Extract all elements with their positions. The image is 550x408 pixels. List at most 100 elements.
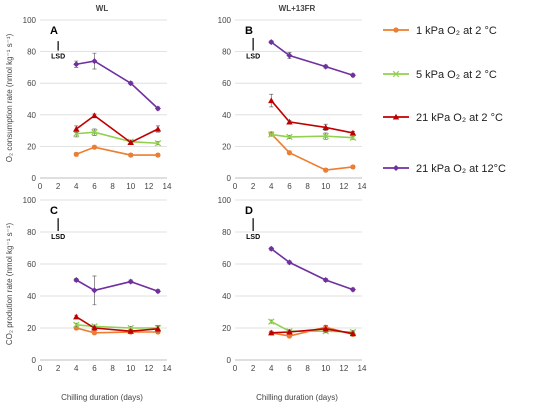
data-point xyxy=(286,333,293,339)
x-tick-label: 14 xyxy=(163,364,172,373)
series-3 xyxy=(268,93,357,136)
y-tick-label: 60 xyxy=(222,79,231,88)
data-point xyxy=(350,164,356,170)
data-point xyxy=(91,330,98,336)
x-tick-label: 0 xyxy=(38,182,43,191)
legend-item-2: 5 kPa O₂ at 2 °C xyxy=(383,69,497,81)
legend: 1 kPa O₂ at 2 °C 5 kPa O₂ at 2 °C 21 kPa O… xyxy=(383,25,506,175)
data-point xyxy=(154,125,162,132)
data-point xyxy=(286,150,293,156)
x-tick-label: 12 xyxy=(339,364,348,373)
x-tick-label: 14 xyxy=(358,364,367,373)
y-tick-label: 100 xyxy=(23,16,37,25)
data-point xyxy=(155,152,161,158)
x-tick-label: 6 xyxy=(287,364,292,373)
data-point xyxy=(91,324,98,331)
series-line xyxy=(270,41,354,77)
data-point xyxy=(73,321,80,329)
y-tick-label: 100 xyxy=(23,196,37,205)
y-axis-label-top: O₂ consumption rate (nmol kg⁻¹ s⁻¹) xyxy=(5,33,14,162)
x-axis-label-left: Chilling duration (days) xyxy=(61,393,143,402)
series-line xyxy=(75,114,159,144)
y-tick-label: 40 xyxy=(27,111,36,120)
legend-label: 1 kPa O₂ at 2 °C xyxy=(416,25,497,37)
x-tick-label: 6 xyxy=(92,182,97,191)
data-point xyxy=(268,329,275,336)
lsd-label: LSD xyxy=(51,234,65,241)
series-line xyxy=(75,279,159,292)
x-tick-label: 6 xyxy=(287,182,292,191)
y-tick-label: 80 xyxy=(27,228,36,237)
x-tick-label: 0 xyxy=(38,364,43,373)
y-tick-label: 100 xyxy=(218,16,232,25)
legend-item-1: 1 kPa O₂ at 2 °C xyxy=(383,25,497,37)
data-point xyxy=(73,313,80,320)
series-line xyxy=(270,100,354,134)
series-line xyxy=(271,133,353,139)
series-4 xyxy=(73,275,161,306)
x-tick-label: 10 xyxy=(126,182,135,191)
data-point xyxy=(91,58,98,65)
x-tick-label: 12 xyxy=(339,182,348,191)
series-4 xyxy=(73,52,161,112)
data-point xyxy=(73,277,80,283)
data-point xyxy=(91,287,98,294)
data-point xyxy=(91,144,98,150)
x-tick-label: 10 xyxy=(126,364,135,373)
x-tick-label: 4 xyxy=(74,182,79,191)
series-line xyxy=(76,324,158,329)
data-point xyxy=(286,133,293,141)
legend-label: 21 kPa O₂ at 12°C xyxy=(416,163,506,175)
y-tick-label: 0 xyxy=(227,174,232,183)
x-tick-label: 4 xyxy=(74,364,79,373)
series-1 xyxy=(73,144,161,158)
y-tick-label: 80 xyxy=(222,228,231,237)
data-point xyxy=(91,128,98,136)
y-tick-label: 60 xyxy=(27,260,36,269)
series-line xyxy=(76,131,158,145)
data-point xyxy=(128,152,134,158)
x-tick-label: 12 xyxy=(144,364,153,373)
legend-item-3: 21 kPa O₂ at 2 °C xyxy=(383,112,503,124)
x-axis-label-right: Chilling duration (days) xyxy=(256,393,338,402)
data-point xyxy=(286,328,293,335)
panel-label: B xyxy=(245,25,253,37)
y-tick-label: 80 xyxy=(27,48,36,57)
series-3 xyxy=(73,313,162,334)
data-point xyxy=(286,52,293,59)
series-line xyxy=(270,248,354,291)
x-tick-label: 6 xyxy=(92,364,97,373)
data-point xyxy=(127,80,134,87)
series-4 xyxy=(268,39,356,79)
panel-c: 0 20 40 60 80 100 0 2 4 6 8 10 12 14 C LSD xyxy=(23,196,172,373)
legend-marker xyxy=(392,113,400,120)
data-point xyxy=(268,245,275,252)
x-tick-label: 8 xyxy=(110,182,115,191)
y-tick-label: 40 xyxy=(27,292,36,301)
data-point xyxy=(268,39,275,46)
x-tick-label: 8 xyxy=(305,182,310,191)
data-point xyxy=(154,139,162,147)
y-tick-label: 0 xyxy=(227,356,232,365)
x-tick-label: 2 xyxy=(251,364,256,373)
legend-marker xyxy=(393,27,399,33)
data-point xyxy=(322,325,329,332)
x-tick-label: 4 xyxy=(269,364,274,373)
panel-label: D xyxy=(245,205,253,217)
series-line xyxy=(75,146,158,156)
legend-marker xyxy=(393,165,399,171)
series-line xyxy=(271,327,354,335)
series-line xyxy=(76,327,158,334)
data-point xyxy=(154,325,162,332)
y-tick-label: 0 xyxy=(32,356,37,365)
data-point xyxy=(268,97,275,104)
data-point xyxy=(322,63,329,70)
data-point xyxy=(349,72,356,79)
series-line xyxy=(270,133,354,171)
data-point xyxy=(349,134,357,141)
y-axis-label-bottom: CO₂ prodution rate (nmol kg⁻¹ s⁻¹) xyxy=(5,223,14,346)
y-tick-label: 100 xyxy=(218,196,232,205)
x-tick-label: 2 xyxy=(251,182,256,191)
